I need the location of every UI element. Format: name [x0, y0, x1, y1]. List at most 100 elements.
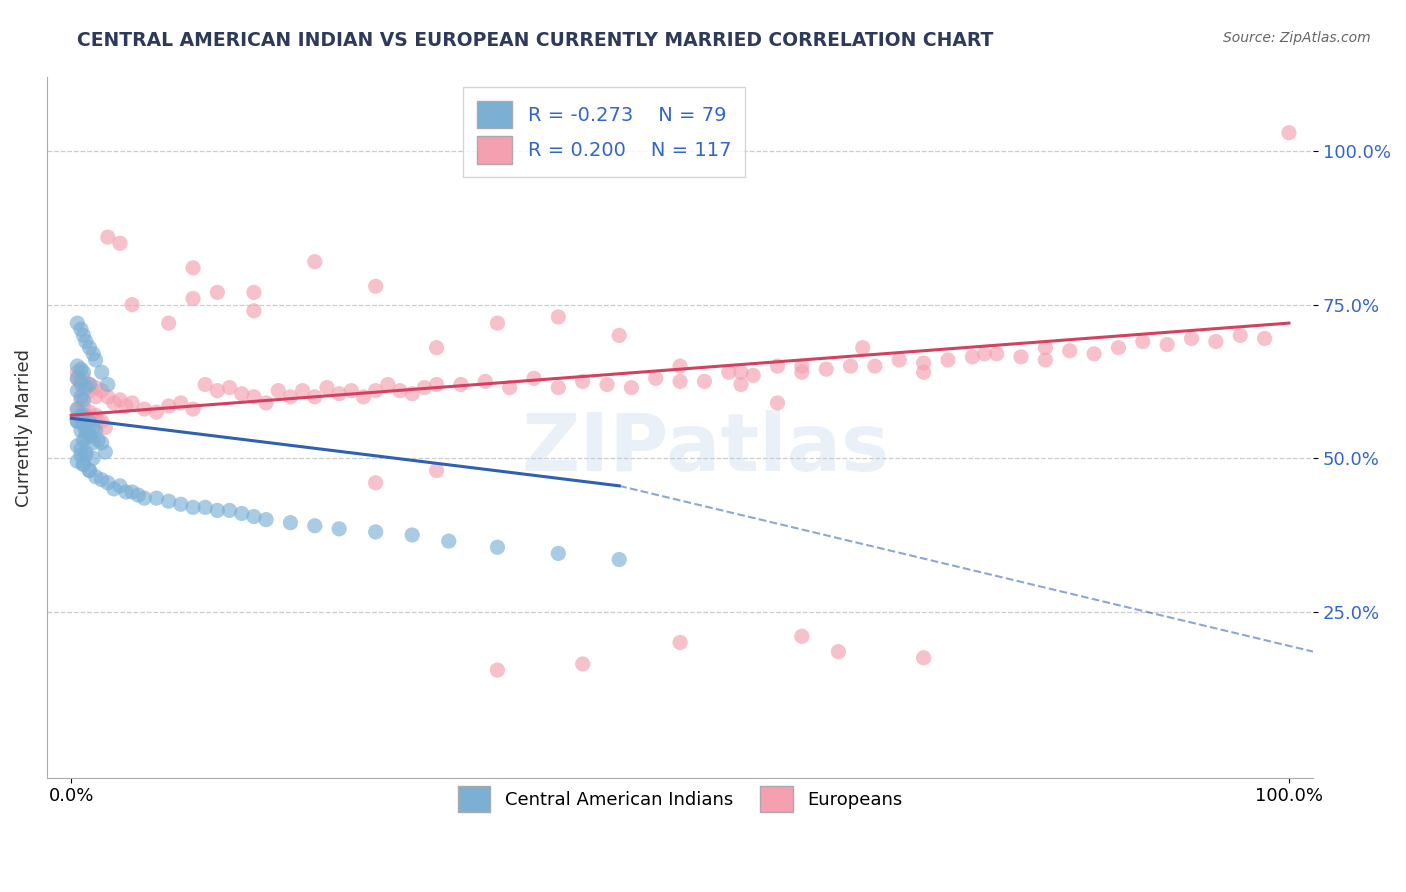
Point — [328, 386, 350, 401]
Point — [82, 347, 104, 361]
Point — [401, 528, 423, 542]
Point — [1059, 343, 1081, 358]
Point — [82, 435, 104, 450]
Point — [207, 503, 229, 517]
Point — [852, 341, 875, 355]
Point — [70, 408, 93, 422]
Point — [70, 375, 93, 389]
Point — [669, 359, 692, 373]
Point — [70, 377, 93, 392]
Point — [547, 381, 569, 395]
Point — [364, 475, 387, 490]
Point — [353, 390, 375, 404]
Point — [72, 417, 94, 432]
Point — [644, 371, 666, 385]
Y-axis label: Currently Married: Currently Married — [15, 349, 32, 507]
Point — [70, 424, 93, 438]
Point — [72, 458, 94, 472]
Point — [912, 356, 935, 370]
Point — [425, 341, 447, 355]
Point — [79, 430, 101, 444]
Point — [498, 381, 520, 395]
Point — [70, 442, 93, 456]
Point — [75, 381, 97, 395]
Point — [94, 420, 117, 434]
Point — [170, 396, 193, 410]
Point — [84, 408, 107, 422]
Point — [207, 384, 229, 398]
Point — [75, 334, 97, 349]
Point — [97, 475, 120, 490]
Point — [243, 303, 266, 318]
Point — [839, 359, 862, 373]
Point — [474, 375, 496, 389]
Point — [328, 522, 350, 536]
Point — [1132, 334, 1154, 349]
Point — [72, 328, 94, 343]
Point — [364, 524, 387, 539]
Point — [1205, 334, 1227, 349]
Point — [401, 386, 423, 401]
Point — [145, 491, 167, 505]
Point — [115, 485, 138, 500]
Point — [72, 371, 94, 385]
Text: ZIPatlas: ZIPatlas — [522, 409, 890, 488]
Point — [87, 433, 110, 447]
Point — [108, 392, 131, 407]
Point — [790, 629, 813, 643]
Point — [486, 316, 509, 330]
Point — [280, 516, 302, 530]
Point — [79, 463, 101, 477]
Point — [79, 463, 101, 477]
Point — [1180, 331, 1202, 345]
Point — [115, 399, 138, 413]
Point — [571, 375, 593, 389]
Point — [79, 414, 101, 428]
Point — [304, 518, 326, 533]
Point — [157, 316, 180, 330]
Point — [717, 365, 740, 379]
Point — [425, 463, 447, 477]
Text: Source: ZipAtlas.com: Source: ZipAtlas.com — [1223, 31, 1371, 45]
Point — [84, 469, 107, 483]
Point — [425, 377, 447, 392]
Point — [72, 458, 94, 472]
Point — [486, 541, 509, 555]
Point — [70, 390, 93, 404]
Point — [90, 414, 112, 428]
Point — [389, 384, 412, 398]
Point — [231, 386, 253, 401]
Point — [70, 322, 93, 336]
Point — [97, 377, 120, 392]
Point — [790, 359, 813, 373]
Point — [1278, 126, 1301, 140]
Point — [254, 513, 277, 527]
Point — [70, 411, 93, 425]
Point — [66, 384, 89, 398]
Point — [79, 341, 101, 355]
Point — [523, 371, 546, 385]
Point — [194, 377, 217, 392]
Point — [413, 381, 436, 395]
Point — [134, 491, 156, 505]
Point — [66, 402, 89, 417]
Point — [97, 230, 120, 244]
Point — [66, 454, 89, 468]
Point — [486, 663, 509, 677]
Point — [218, 503, 240, 517]
Point — [66, 365, 89, 379]
Point — [936, 353, 959, 368]
Point — [108, 479, 131, 493]
Point — [790, 365, 813, 379]
Point — [231, 507, 253, 521]
Point — [79, 377, 101, 392]
Point — [437, 534, 460, 549]
Point — [82, 451, 104, 466]
Point — [547, 310, 569, 324]
Point — [962, 350, 984, 364]
Point — [912, 650, 935, 665]
Point — [607, 328, 630, 343]
Text: CENTRAL AMERICAN INDIAN VS EUROPEAN CURRENTLY MARRIED CORRELATION CHART: CENTRAL AMERICAN INDIAN VS EUROPEAN CURR… — [77, 31, 994, 50]
Point — [620, 381, 643, 395]
Point — [280, 390, 302, 404]
